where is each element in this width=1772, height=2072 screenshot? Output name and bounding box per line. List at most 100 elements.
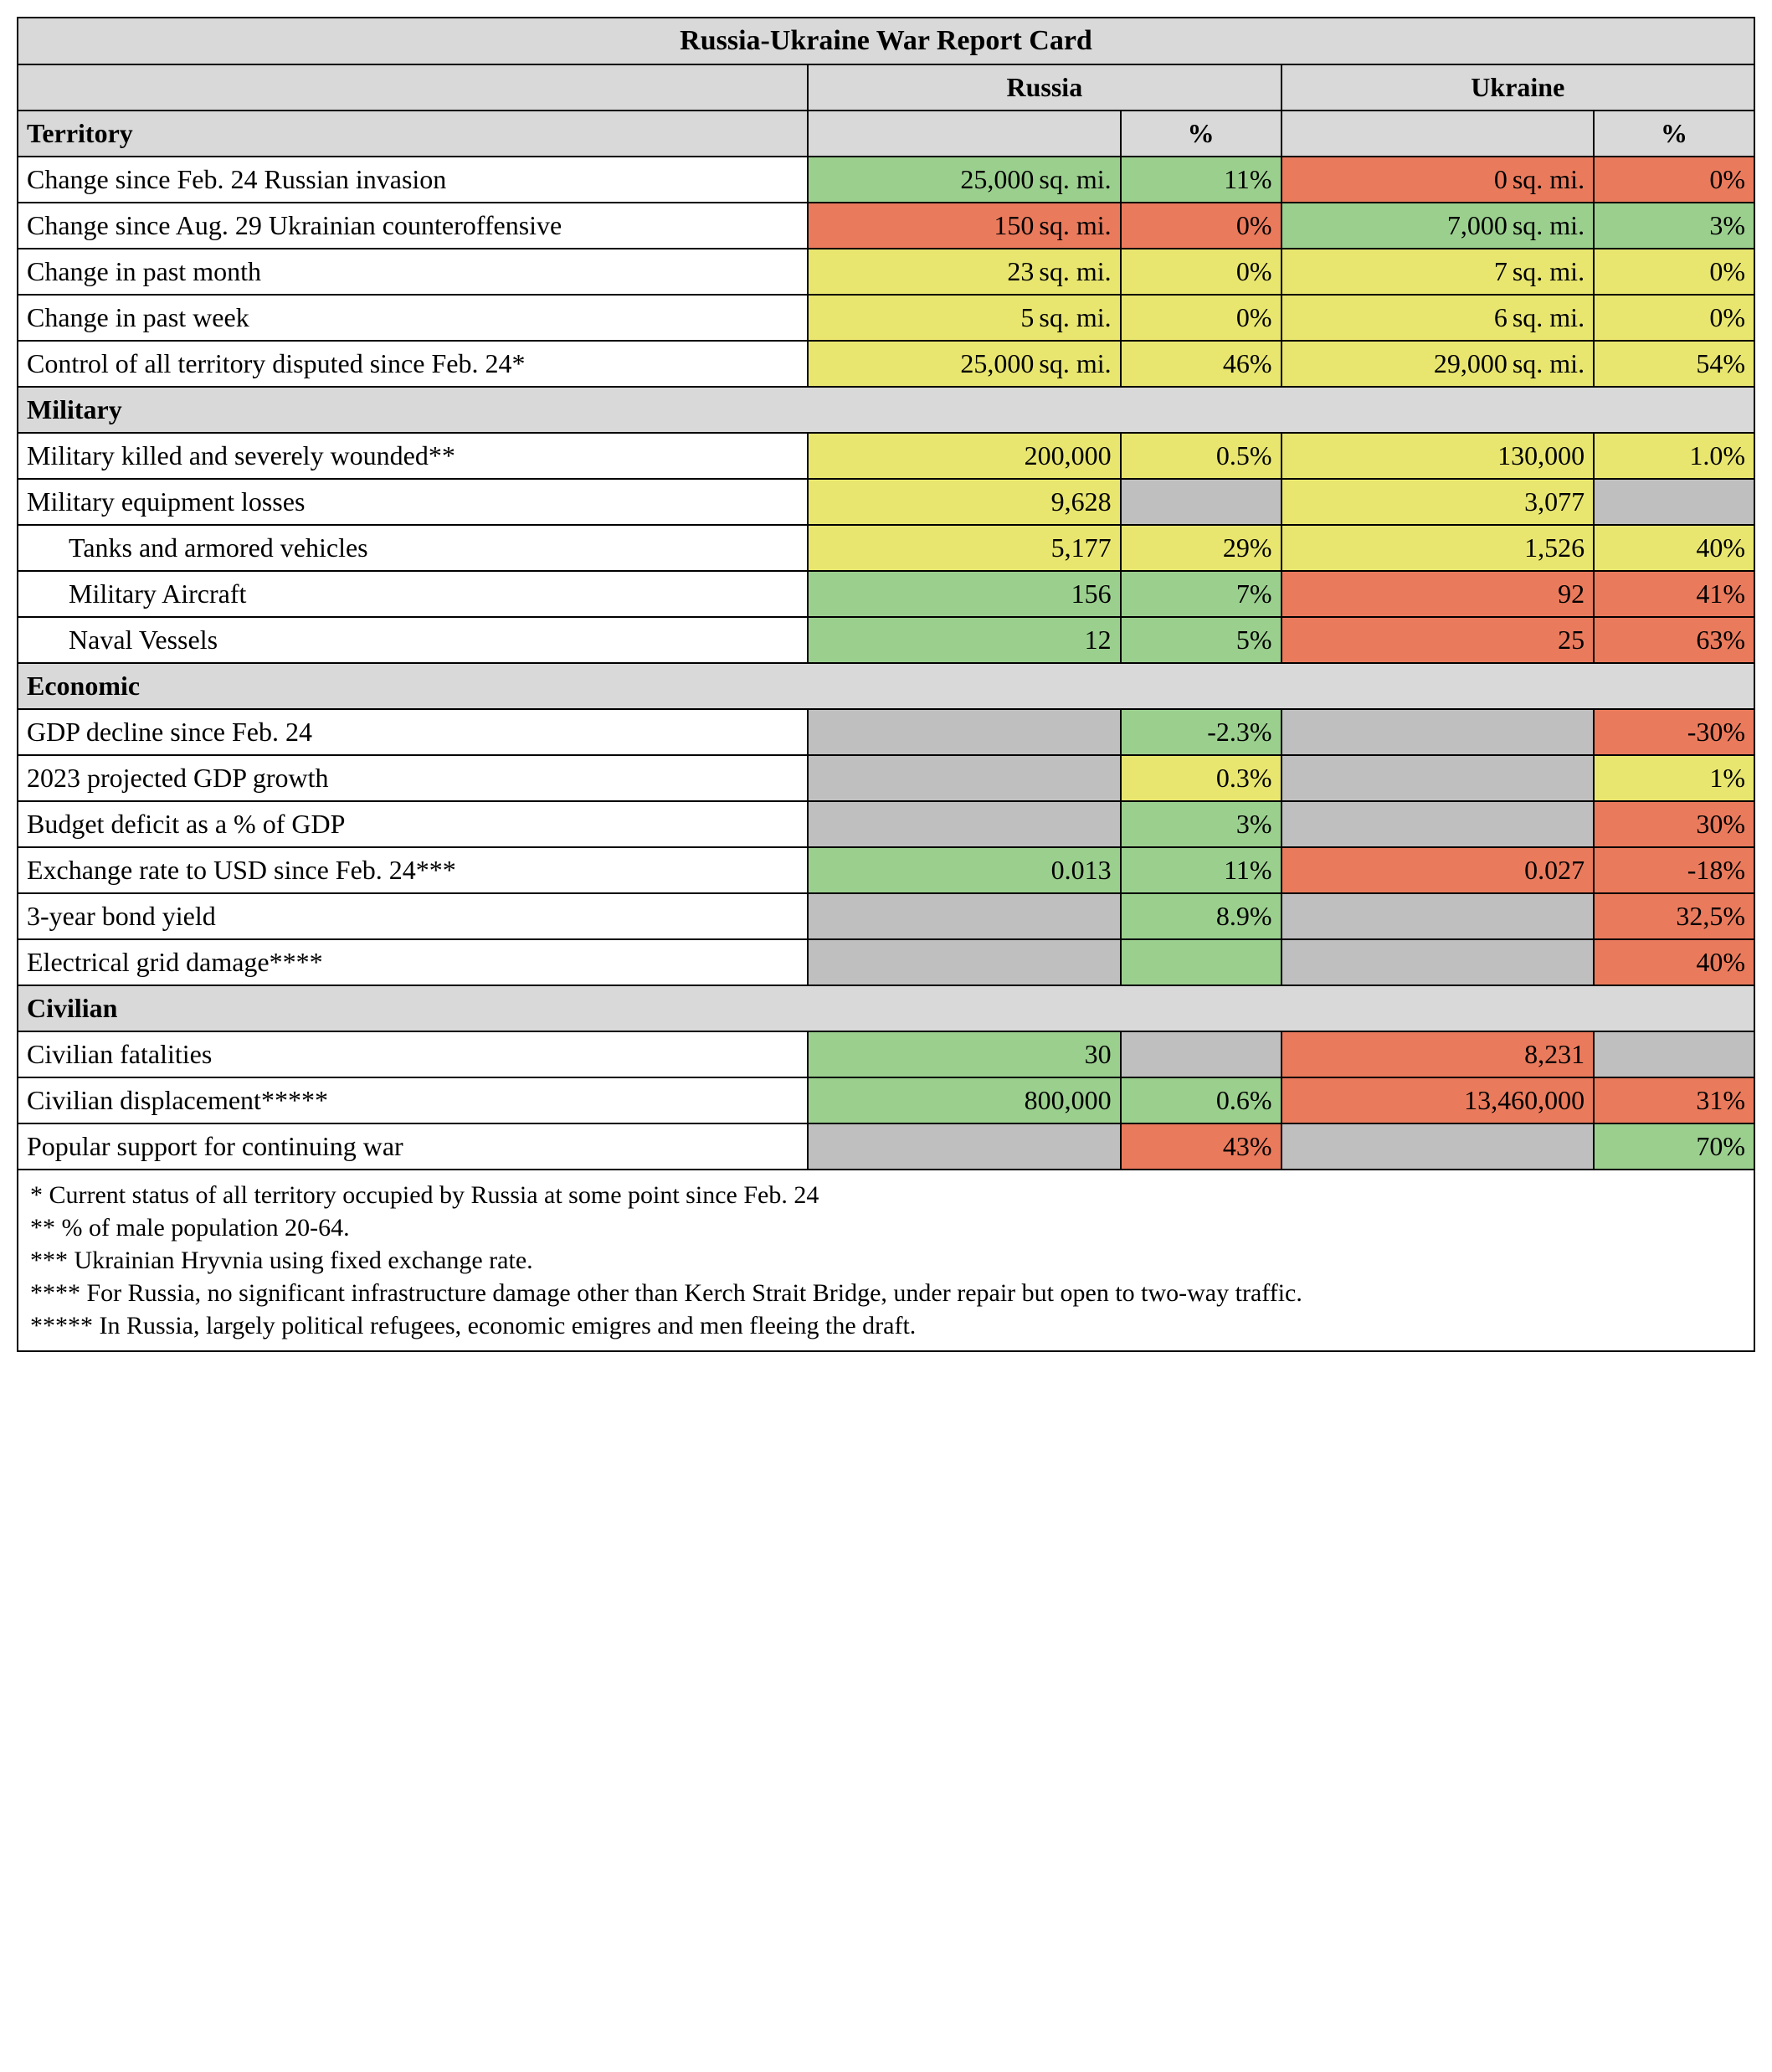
row-label: Naval Vessels	[18, 617, 808, 663]
row-r-pct: 29%	[1121, 525, 1281, 571]
section-economic-label: Economic	[18, 663, 1754, 709]
value-number: 30	[1085, 1039, 1112, 1070]
row-u-pct: 40%	[1594, 525, 1754, 571]
row-r-value: 30	[808, 1031, 1121, 1077]
row-u-value: 29,000sq. mi.	[1281, 341, 1595, 387]
row-r-pct: 3%	[1121, 801, 1281, 847]
row-u-pct: 63%	[1594, 617, 1754, 663]
row-r-pct: 7%	[1121, 571, 1281, 617]
row-u-pct: 1.0%	[1594, 433, 1754, 479]
section-territory-row: Territory % %	[18, 111, 1754, 157]
row-label: Military equipment losses	[18, 479, 808, 525]
value-number: 13,460,000	[1464, 1085, 1585, 1116]
row-terr_week: Change in past week5sq. mi.0%6sq. mi.0%	[18, 295, 1754, 341]
header-ukraine: Ukraine	[1281, 64, 1754, 111]
row-r-pct: 46%	[1121, 341, 1281, 387]
value-unit: sq. mi.	[1034, 210, 1111, 241]
value-number: 25,000	[960, 164, 1034, 195]
row-r-pct: 11%	[1121, 157, 1281, 203]
row-label: 3-year bond yield	[18, 893, 808, 939]
report-card-table: Russia-Ukraine War Report Card Russia Uk…	[17, 17, 1755, 1352]
value-number: 200,000	[1025, 440, 1112, 471]
row-r-pct: 11%	[1121, 847, 1281, 893]
row-label: 2023 projected GDP growth	[18, 755, 808, 801]
row-r-value: 23sq. mi.	[808, 249, 1121, 295]
value-number: 7,000	[1447, 210, 1507, 241]
row-mil_naval: Naval Vessels125%2563%	[18, 617, 1754, 663]
row-r-pct: 0%	[1121, 249, 1281, 295]
value-number: 8,231	[1524, 1039, 1585, 1070]
value-number: 25	[1558, 625, 1585, 656]
footnotes: * Current status of all territory occupi…	[18, 1170, 1754, 1351]
row-u-pct: 30%	[1594, 801, 1754, 847]
row-u-value: 25	[1281, 617, 1595, 663]
row-label: Civilian fatalities	[18, 1031, 808, 1077]
value-number: 130,000	[1497, 440, 1585, 471]
row-u-value	[1281, 801, 1595, 847]
section-military-row: Military	[18, 387, 1754, 433]
row-r-value	[808, 755, 1121, 801]
value-number: 29,000	[1434, 348, 1507, 379]
row-econ_deficit: Budget deficit as a % of GDP 3% 30%	[18, 801, 1754, 847]
row-r-pct: 0%	[1121, 295, 1281, 341]
footnote-line: *** Ukrainian Hryvnia using fixed exchan…	[30, 1244, 1742, 1277]
footnote-line: ***** In Russia, largely political refug…	[30, 1309, 1742, 1342]
row-u-pct: 0%	[1594, 295, 1754, 341]
value-number: 6	[1494, 302, 1507, 333]
row-civ_support: Popular support for continuing war43%70%	[18, 1123, 1754, 1170]
row-r-value: 800,000	[808, 1077, 1121, 1123]
value-number: 7	[1494, 256, 1507, 287]
territory-russia-pct-header: %	[1121, 111, 1281, 157]
row-u-pct: 0%	[1594, 157, 1754, 203]
row-r-pct	[1121, 939, 1281, 985]
value-number: 5	[1020, 302, 1034, 333]
header-russia: Russia	[808, 64, 1281, 111]
row-label: Budget deficit as a % of GDP	[18, 801, 808, 847]
value-number: 0.013	[1051, 855, 1112, 886]
value-unit: sq. mi.	[1507, 256, 1585, 287]
row-label: Tanks and armored vehicles	[18, 525, 808, 571]
value-unit: sq. mi.	[1507, 348, 1585, 379]
row-u-value: 0sq. mi.	[1281, 157, 1595, 203]
row-econ_fx: Exchange rate to USD since Feb. 24***0.0…	[18, 847, 1754, 893]
row-u-pct: 1%	[1594, 755, 1754, 801]
row-u-value: 0.027	[1281, 847, 1595, 893]
value-number: 5,177	[1051, 532, 1112, 563]
row-label: Civilian displacement*****	[18, 1077, 808, 1123]
row-u-value	[1281, 1123, 1595, 1170]
value-unit: sq. mi.	[1507, 164, 1585, 195]
row-label: Change since Aug. 29 Ukrainian counterof…	[18, 203, 808, 249]
row-u-pct: -30%	[1594, 709, 1754, 755]
section-civilian-label: Civilian	[18, 985, 1754, 1031]
value-number: 1,526	[1524, 532, 1585, 563]
value-number: 156	[1071, 578, 1112, 609]
row-u-pct: 40%	[1594, 939, 1754, 985]
row-u-pct: 70%	[1594, 1123, 1754, 1170]
section-territory-label: Territory	[18, 111, 808, 157]
row-label: Control of all territory disputed since …	[18, 341, 808, 387]
row-label: Electrical grid damage****	[18, 939, 808, 985]
territory-ukraine-pct-header: %	[1594, 111, 1754, 157]
section-civilian-row: Civilian	[18, 985, 1754, 1031]
row-terr_aug29: Change since Aug. 29 Ukrainian counterof…	[18, 203, 1754, 249]
row-r-value: 156	[808, 571, 1121, 617]
row-r-value: 9,628	[808, 479, 1121, 525]
value-number: 0	[1494, 164, 1507, 195]
row-u-value: 7,000sq. mi.	[1281, 203, 1595, 249]
row-r-pct: 8.9%	[1121, 893, 1281, 939]
row-u-value: 8,231	[1281, 1031, 1595, 1077]
section-economic-row: Economic	[18, 663, 1754, 709]
row-u-value: 130,000	[1281, 433, 1595, 479]
row-u-value	[1281, 755, 1595, 801]
title-row: Russia-Ukraine War Report Card	[18, 18, 1754, 64]
row-u-value: 7sq. mi.	[1281, 249, 1595, 295]
row-label: Change since Feb. 24 Russian invasion	[18, 157, 808, 203]
row-r-value	[808, 709, 1121, 755]
row-r-value: 150sq. mi.	[808, 203, 1121, 249]
row-u-value	[1281, 939, 1595, 985]
row-econ_proj: 2023 projected GDP growth0.3%1%	[18, 755, 1754, 801]
row-u-pct: 0%	[1594, 249, 1754, 295]
row-label: Change in past month	[18, 249, 808, 295]
row-econ_gdp: GDP decline since Feb. 24-2.3%-30%	[18, 709, 1754, 755]
value-unit: sq. mi.	[1507, 302, 1585, 333]
